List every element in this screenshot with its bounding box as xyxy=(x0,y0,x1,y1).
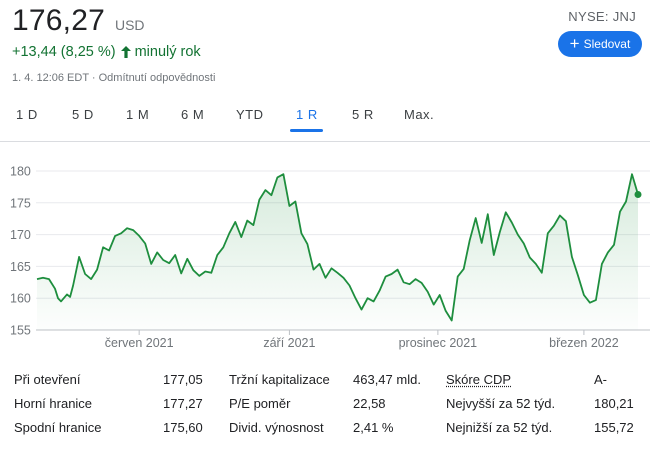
y-axis-labels: 180 175 170 165 160 155 xyxy=(10,165,31,338)
cdp-score-link[interactable]: Skóre CDP xyxy=(446,372,512,387)
x-tick-label: březen 2022 xyxy=(549,336,619,350)
y-tick-label: 180 xyxy=(10,165,31,179)
price-line xyxy=(36,173,639,322)
current-price: 176,27 xyxy=(12,4,105,37)
stat-value: 175,60 xyxy=(163,420,203,435)
tab-max[interactable]: Max. xyxy=(404,107,435,122)
divider xyxy=(0,141,650,142)
active-tab-indicator xyxy=(290,129,323,132)
stat-label: Nejvyšší za 52 týd. xyxy=(446,396,556,411)
y-tick-label: 175 xyxy=(10,196,31,210)
tab-6m[interactable]: 6 M xyxy=(181,107,205,122)
stats-row: Při otevření 177,05 Tržní kapitalizace 4… xyxy=(0,372,650,392)
tab-1d[interactable]: 1 D xyxy=(16,107,38,122)
stat-label: P/E poměr xyxy=(229,396,291,411)
y-tick-label: 160 xyxy=(10,292,31,306)
time-range-tabs: 1 D 5 D 1 M 6 M YTD 1 R 5 R Max. xyxy=(0,100,650,134)
stat-label: Tržní kapitalizace xyxy=(229,372,330,387)
stat-value: 22,58 xyxy=(353,396,386,411)
tab-ytd[interactable]: YTD xyxy=(236,107,264,122)
stat-label: Divid. výnosnost xyxy=(229,420,324,435)
stat-label: Při otevření xyxy=(14,372,81,387)
change-value: +13,44 (8,25 %) xyxy=(12,44,116,60)
tab-1r[interactable]: 1 R xyxy=(296,107,318,122)
stat-value: 180,21 xyxy=(594,396,634,411)
follow-button[interactable]: + Sledovat xyxy=(558,31,642,57)
price-header: 176,27 USD xyxy=(12,4,145,38)
arrow-up-icon xyxy=(120,46,131,58)
stat-label: Nejnižší za 52 týd. xyxy=(446,420,553,435)
stat-value: 177,27 xyxy=(163,396,203,411)
y-tick-label: 170 xyxy=(10,228,31,242)
x-tick-label: září 2021 xyxy=(263,336,315,350)
change-period: minulý rok xyxy=(134,44,201,60)
ticker-symbol: NYSE: JNJ xyxy=(568,9,636,24)
price-change: +13,44 (8,25 %) minulý rok xyxy=(12,44,201,60)
stat-label: Spodní hranice xyxy=(14,420,102,435)
x-tick-label: červen 2021 xyxy=(105,336,174,350)
stat-value: 463,47 mld. xyxy=(353,372,421,387)
currency-label: USD xyxy=(114,17,145,33)
stats-row: Spodní hranice 175,60 Divid. výnosnost 2… xyxy=(0,420,650,440)
timestamp-disclaimer[interactable]: 1. 4. 12:06 EDT · Odmítnutí odpovědnosti xyxy=(12,72,216,84)
price-area xyxy=(37,174,638,330)
stats-row: Horní hranice 177,27 P/E poměr 22,58 Nej… xyxy=(0,396,650,416)
x-axis-ticks: červen 2021 září 2021 prosinec 2021 březen … xyxy=(105,330,619,350)
stat-value: 2,41 % xyxy=(353,420,394,435)
tab-5r[interactable]: 5 R xyxy=(352,107,374,122)
plus-icon: + xyxy=(569,33,580,53)
stat-value: A- xyxy=(594,372,607,387)
follow-label: Sledovat xyxy=(583,37,631,51)
tab-1m[interactable]: 1 M xyxy=(126,107,150,122)
tab-5d[interactable]: 5 D xyxy=(72,107,94,122)
stat-value: 155,72 xyxy=(594,420,634,435)
stat-label: Horní hranice xyxy=(14,396,93,411)
price-chart[interactable]: 180 175 170 165 160 155 červen 2021 září 2021 p… xyxy=(0,150,650,355)
stat-value: 177,05 xyxy=(163,372,203,387)
last-price-dot xyxy=(634,191,642,199)
x-tick-label: prosinec 2021 xyxy=(399,336,478,350)
y-tick-label: 165 xyxy=(10,260,31,274)
y-tick-label: 155 xyxy=(10,324,31,338)
